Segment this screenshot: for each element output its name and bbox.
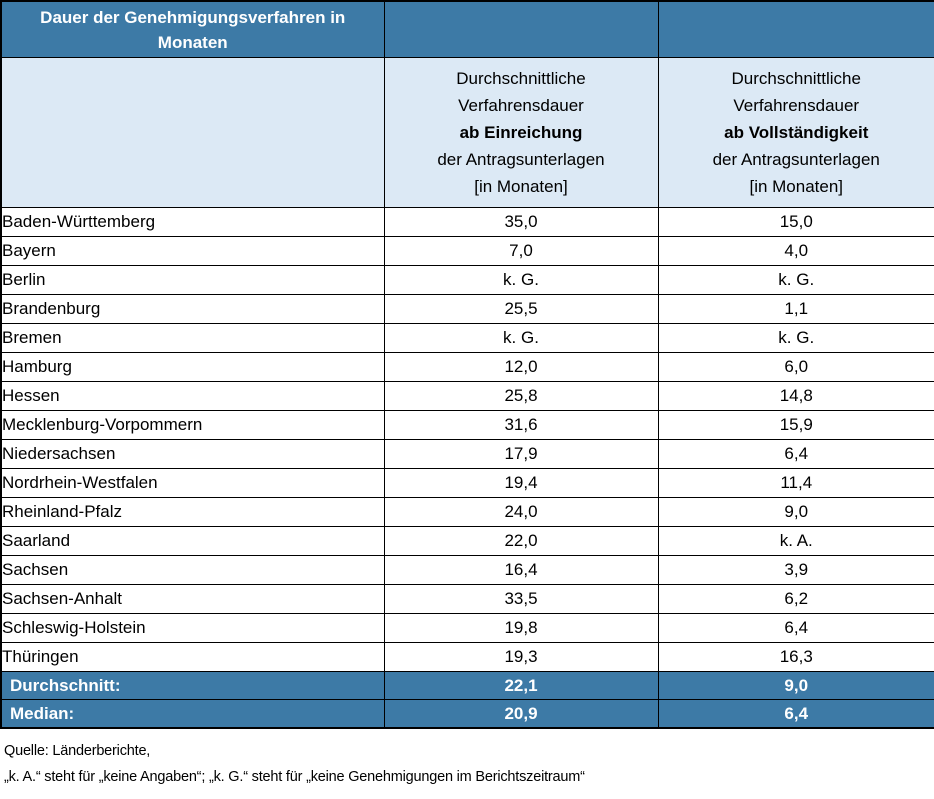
table-row: Thüringen 19,3 16,3 <box>0 642 934 672</box>
summary-row-median: Median: 20,9 6,4 <box>0 699 934 729</box>
summary-label: Median: <box>0 699 385 729</box>
value-cell-ab-vollstaendigkeit: 14,8 <box>657 381 934 411</box>
state-name-cell: Hamburg <box>0 352 385 382</box>
table-title-cell: Dauer der Genehmigungsverfahren in Monat… <box>0 0 385 58</box>
value-cell-ab-vollstaendigkeit: 6,0 <box>657 352 934 382</box>
state-name-cell: Schleswig-Holstein <box>0 613 385 643</box>
value-cell-ab-vollstaendigkeit: k. G. <box>657 265 934 295</box>
state-name-cell: Rheinland-Pfalz <box>0 497 385 527</box>
value-cell-ab-einreichung: 19,3 <box>383 642 659 672</box>
value-cell-ab-vollstaendigkeit: 3,9 <box>657 555 934 585</box>
state-name-cell: Bremen <box>0 323 385 353</box>
value-cell-ab-vollstaendigkeit: 6,4 <box>657 439 934 469</box>
table-row: Mecklenburg-Vorpommern 31,6 15,9 <box>0 410 934 440</box>
value-cell-ab-einreichung: 25,5 <box>383 294 659 324</box>
value-cell-ab-vollstaendigkeit: k. A. <box>657 526 934 556</box>
table-row: Schleswig-Holstein 19,8 6,4 <box>0 613 934 643</box>
column-header-empty-cell <box>0 57 385 208</box>
colhead-line-bold: ab Einreichung <box>459 123 583 142</box>
table-row: Bayern 7,0 4,0 <box>0 236 934 266</box>
value-cell-ab-einreichung: k. G. <box>383 323 659 353</box>
approval-duration-table: Dauer der Genehmigungsverfahren in Monat… <box>0 0 934 729</box>
colhead-line: der Antragsunterlagen <box>437 150 605 169</box>
value-cell-ab-einreichung: 19,4 <box>383 468 659 498</box>
table-row: Baden-Württemberg 35,0 15,0 <box>0 207 934 237</box>
state-name-cell: Brandenburg <box>0 294 385 324</box>
column-header-ab-vollstaendigkeit: Durchschnittliche Verfahrensdauer ab Vol… <box>657 57 934 208</box>
table-row: Sachsen 16,4 3,9 <box>0 555 934 585</box>
column-header-ab-einreichung: Durchschnittliche Verfahrensdauer ab Ein… <box>383 57 659 208</box>
value-cell-ab-einreichung: 12,0 <box>383 352 659 382</box>
value-cell-ab-einreichung: 25,8 <box>383 381 659 411</box>
summary-value-vollstaendigkeit: 9,0 <box>657 671 934 700</box>
state-name-cell: Mecklenburg-Vorpommern <box>0 410 385 440</box>
state-name-cell: Hessen <box>0 381 385 411</box>
colhead-line: Durchschnittliche <box>456 69 586 88</box>
summary-label: Durchschnitt: <box>0 671 385 700</box>
colhead-line: der Antragsunterlagen <box>712 150 880 169</box>
state-name-cell: Saarland <box>0 526 385 556</box>
value-cell-ab-vollstaendigkeit: 11,4 <box>657 468 934 498</box>
table-title-row: Dauer der Genehmigungsverfahren in Monat… <box>0 0 934 58</box>
value-cell-ab-vollstaendigkeit: 15,9 <box>657 410 934 440</box>
value-cell-ab-einreichung: 19,8 <box>383 613 659 643</box>
table-row: Bremen k. G. k. G. <box>0 323 934 353</box>
title-row-empty-cell-1 <box>383 0 659 58</box>
table-row: Sachsen-Anhalt 33,5 6,2 <box>0 584 934 614</box>
value-cell-ab-vollstaendigkeit: 6,2 <box>657 584 934 614</box>
column-header-row: Durchschnittliche Verfahrensdauer ab Ein… <box>0 57 934 208</box>
value-cell-ab-einreichung: 22,0 <box>383 526 659 556</box>
value-cell-ab-einreichung: 31,6 <box>383 410 659 440</box>
value-cell-ab-vollstaendigkeit: 15,0 <box>657 207 934 237</box>
table-row: Nordrhein-Westfalen 19,4 11,4 <box>0 468 934 498</box>
title-row-empty-cell-2 <box>657 0 934 58</box>
state-name-cell: Sachsen <box>0 555 385 585</box>
table-row: Berlin k. G. k. G. <box>0 265 934 295</box>
value-cell-ab-vollstaendigkeit: 6,4 <box>657 613 934 643</box>
colhead-line: [in Monaten] <box>474 177 568 196</box>
value-cell-ab-einreichung: 7,0 <box>383 236 659 266</box>
value-cell-ab-einreichung: 33,5 <box>383 584 659 614</box>
value-cell-ab-einreichung: 16,4 <box>383 555 659 585</box>
value-cell-ab-einreichung: 35,0 <box>383 207 659 237</box>
summary-value-einreichung: 22,1 <box>383 671 659 700</box>
table-row: Saarland 22,0 k. A. <box>0 526 934 556</box>
state-name-cell: Berlin <box>0 265 385 295</box>
table-body: Baden-Württemberg 35,0 15,0 Bayern 7,0 4,0 Ber… <box>0 207 934 672</box>
state-name-cell: Thüringen <box>0 642 385 672</box>
table-row: Brandenburg 25,5 1,1 <box>0 294 934 324</box>
table-row: Niedersachsen 17,9 6,4 <box>0 439 934 469</box>
value-cell-ab-vollstaendigkeit: k. G. <box>657 323 934 353</box>
summary-value-einreichung: 20,9 <box>383 699 659 729</box>
state-name-cell: Nordrhein-Westfalen <box>0 468 385 498</box>
value-cell-ab-vollstaendigkeit: 9,0 <box>657 497 934 527</box>
colhead-line: [in Monaten] <box>749 177 844 196</box>
value-cell-ab-vollstaendigkeit: 16,3 <box>657 642 934 672</box>
summary-value-vollstaendigkeit: 6,4 <box>657 699 934 729</box>
footnotes: Quelle: Länderberichte, „k. A.“ steht fü… <box>4 738 934 790</box>
state-name-cell: Bayern <box>0 236 385 266</box>
colhead-line-bold: ab Vollständigkeit <box>724 123 869 142</box>
value-cell-ab-einreichung: 17,9 <box>383 439 659 469</box>
table-title: Dauer der Genehmigungsverfahren in Monat… <box>40 7 346 52</box>
colhead-line: Durchschnittliche <box>731 69 861 88</box>
table-row: Hessen 25,8 14,8 <box>0 381 934 411</box>
value-cell-ab-vollstaendigkeit: 1,1 <box>657 294 934 324</box>
colhead-line: Verfahrensdauer <box>733 96 860 115</box>
value-cell-ab-einreichung: 24,0 <box>383 497 659 527</box>
footnote-abbreviations: „k. A.“ steht für „keine Angaben“; „k. G… <box>4 769 585 785</box>
footnote-source: Quelle: Länderberichte, <box>4 743 151 759</box>
value-cell-ab-einreichung: k. G. <box>383 265 659 295</box>
state-name-cell: Niedersachsen <box>0 439 385 469</box>
state-name-cell: Baden-Württemberg <box>0 207 385 237</box>
table-row: Rheinland-Pfalz 24,0 9,0 <box>0 497 934 527</box>
value-cell-ab-vollstaendigkeit: 4,0 <box>657 236 934 266</box>
table-row: Hamburg 12,0 6,0 <box>0 352 934 382</box>
summary-row-durchschnitt: Durchschnitt: 22,1 9,0 <box>0 671 934 700</box>
colhead-line: Verfahrensdauer <box>458 96 584 115</box>
state-name-cell: Sachsen-Anhalt <box>0 584 385 614</box>
